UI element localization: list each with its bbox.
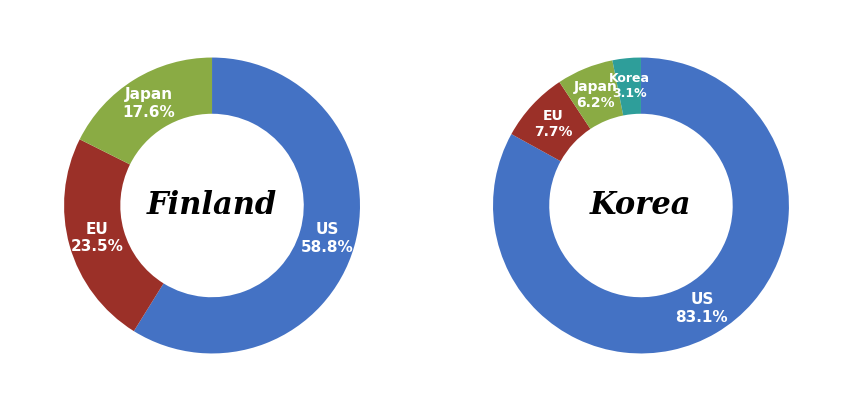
Wedge shape [134, 58, 360, 353]
Text: Japan
6.2%: Japan 6.2% [573, 79, 617, 110]
Text: Korea
3.1%: Korea 3.1% [608, 72, 649, 100]
Wedge shape [492, 58, 788, 353]
Wedge shape [612, 58, 640, 115]
Text: US
83.1%: US 83.1% [675, 293, 728, 325]
Text: Japan
17.6%: Japan 17.6% [123, 88, 176, 120]
Text: EU
7.7%: EU 7.7% [533, 109, 572, 139]
Text: EU
23.5%: EU 23.5% [70, 222, 123, 254]
Wedge shape [559, 60, 623, 129]
Text: US
58.8%: US 58.8% [301, 222, 354, 255]
Wedge shape [64, 139, 164, 331]
Text: Korea: Korea [590, 190, 691, 221]
Text: Finland: Finland [147, 190, 277, 221]
Wedge shape [511, 82, 590, 161]
Wedge shape [79, 58, 212, 164]
